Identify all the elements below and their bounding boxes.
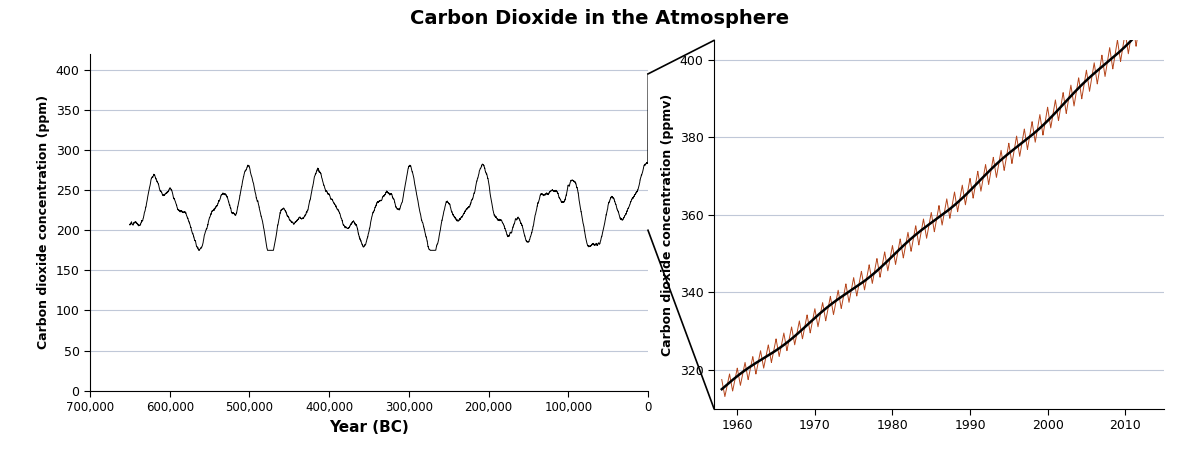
Text: Carbon Dioxide in the Atmosphere: Carbon Dioxide in the Atmosphere — [410, 9, 790, 28]
X-axis label: Year (BC): Year (BC) — [329, 420, 409, 435]
Y-axis label: Carbon dioxide concentration (ppmv): Carbon dioxide concentration (ppmv) — [661, 93, 674, 356]
Y-axis label: Carbon dioxide concentration (ppm): Carbon dioxide concentration (ppm) — [37, 95, 50, 349]
